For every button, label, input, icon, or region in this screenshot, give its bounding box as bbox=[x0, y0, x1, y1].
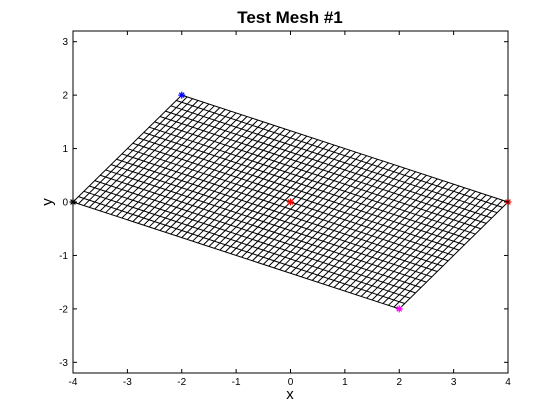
mesh-line-v bbox=[170, 105, 498, 214]
mesh-line-v bbox=[105, 169, 433, 278]
mesh-line-v bbox=[121, 153, 449, 262]
y-tick-label: 2 bbox=[62, 91, 68, 102]
mesh-line-v bbox=[154, 121, 481, 230]
mesh-line-v bbox=[132, 142, 460, 251]
mesh-line-v bbox=[138, 137, 465, 246]
mesh-grid bbox=[72, 94, 509, 310]
chart-title: Test Mesh #1 bbox=[237, 8, 343, 27]
mesh-line-v bbox=[181, 94, 509, 203]
mesh-line-v bbox=[110, 164, 438, 272]
x-tick-label: 3 bbox=[451, 377, 457, 388]
x-tick-label: -1 bbox=[232, 377, 241, 388]
asterisk-stroke bbox=[178, 92, 185, 98]
mesh-line-v bbox=[72, 201, 400, 310]
y-tick-label: 3 bbox=[62, 37, 68, 48]
x-tick-label: -3 bbox=[123, 377, 132, 388]
y-tick-label: 0 bbox=[62, 198, 68, 209]
mesh-line-v bbox=[78, 196, 405, 305]
y-tick-label: 1 bbox=[62, 144, 68, 155]
mesh-line-v bbox=[89, 185, 416, 294]
mesh-line-v bbox=[176, 99, 503, 208]
y-tick-label: -1 bbox=[59, 251, 68, 262]
x-tick-label: -4 bbox=[69, 377, 78, 388]
y-tick-label: -3 bbox=[59, 358, 68, 369]
mesh-line-v bbox=[94, 180, 422, 288]
x-tick-label: -2 bbox=[177, 377, 186, 388]
asterisk-marker bbox=[395, 305, 403, 313]
x-tick-label: 2 bbox=[396, 377, 402, 388]
mesh-line-v bbox=[148, 126, 476, 235]
y-tick-label: -2 bbox=[59, 304, 68, 315]
x-axis-label: x bbox=[286, 386, 294, 403]
x-tick-label: 4 bbox=[505, 377, 511, 388]
corner-markers bbox=[69, 91, 512, 313]
mesh-line-v bbox=[100, 174, 427, 283]
asterisk-stroke bbox=[396, 306, 403, 312]
asterisk-marker bbox=[287, 198, 294, 206]
asterisk-stroke bbox=[287, 199, 294, 205]
mesh-line-v bbox=[143, 132, 471, 240]
mesh-line-v bbox=[116, 158, 443, 267]
mesh-line-v bbox=[83, 190, 411, 299]
asterisk-marker bbox=[178, 91, 186, 99]
x-tick-label: 1 bbox=[342, 377, 348, 388]
mesh-line-v bbox=[159, 116, 487, 224]
y-axis-label: y bbox=[39, 198, 56, 206]
x-tick-label: 0 bbox=[288, 377, 294, 388]
mesh-line-v bbox=[165, 110, 492, 219]
